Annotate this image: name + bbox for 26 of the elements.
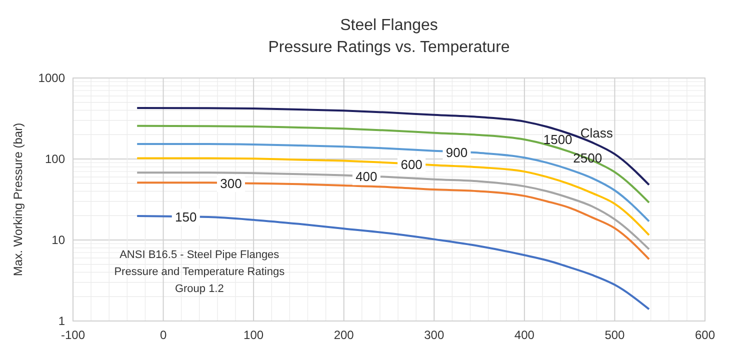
line-series bbox=[136, 172, 650, 250]
y-tick-label: 1 bbox=[58, 314, 66, 328]
line-series bbox=[136, 143, 650, 222]
y-tick-label: 100 bbox=[44, 152, 66, 166]
x-tick-label: 300 bbox=[424, 328, 444, 342]
x-tick-label: 100 bbox=[244, 328, 264, 342]
y-tick-label: 1000 bbox=[38, 71, 66, 85]
series-label: 400 bbox=[356, 169, 378, 184]
x-tick-label: 400 bbox=[514, 328, 535, 342]
x-tick-label: -100 bbox=[60, 328, 86, 342]
series-label: 150 bbox=[175, 210, 197, 225]
x-tick-label: 600 bbox=[694, 328, 716, 342]
x-tick-label: 0 bbox=[160, 328, 167, 342]
line-series bbox=[136, 124, 650, 204]
annotation: ANSI B16.5 - Steel Pipe Flanges Pressure and Temperature Ratings Group 1.2 bbox=[114, 248, 286, 295]
chart-subtitle: Pressure Ratings vs. Temperature bbox=[268, 39, 510, 56]
y-axis-title: Max. Working Pressure (bar) bbox=[11, 122, 25, 276]
series-label: 300 bbox=[220, 176, 242, 192]
chart-title: Steel Flanges bbox=[340, 17, 438, 34]
legend-title: Class bbox=[580, 125, 614, 140]
series-label: 1500 bbox=[543, 132, 572, 148]
x-tick-label: 200 bbox=[334, 328, 354, 342]
series-label: 600 bbox=[400, 156, 422, 172]
y-tick-label: 10 bbox=[52, 233, 66, 247]
x-tick-label: 500 bbox=[604, 328, 626, 342]
series-label: 900 bbox=[446, 144, 468, 160]
